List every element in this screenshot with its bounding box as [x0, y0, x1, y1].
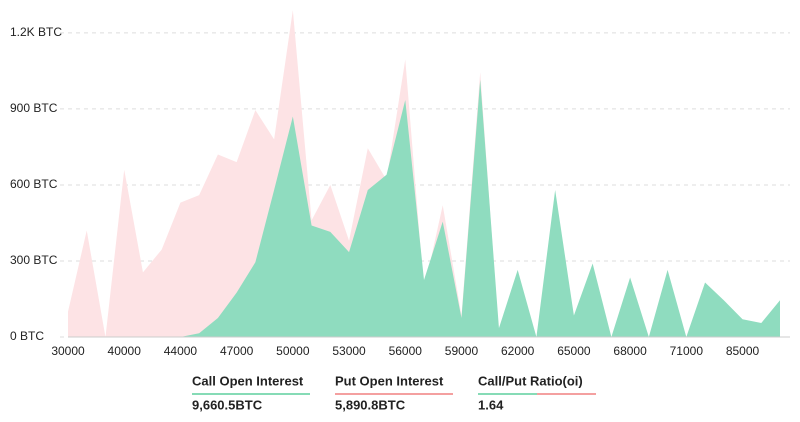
x-tick-label: 53000 [332, 344, 366, 358]
x-tick-label: 71000 [670, 344, 704, 358]
x-tick-label: 56000 [389, 344, 423, 358]
legend-value: 9,660.5BTC [192, 397, 263, 412]
x-tick-label: 30000 [51, 344, 85, 358]
y-tick-label: 900 BTC [10, 101, 58, 115]
y-tick-label: 0 BTC [10, 329, 44, 343]
legend-value: 5,890.8BTC [335, 397, 406, 412]
legend-label: Put Open Interest [335, 373, 444, 388]
x-tick-label: 50000 [276, 344, 310, 358]
y-tick-label: 600 BTC [10, 177, 58, 191]
x-tick-label: 85000 [726, 344, 760, 358]
area [68, 79, 780, 337]
x-tick-label: 62000 [501, 344, 535, 358]
x-tick-label: 59000 [445, 344, 479, 358]
legend-label: Call Open Interest [192, 373, 304, 388]
x-tick-label: 65000 [557, 344, 591, 358]
legend-label: Call/Put Ratio(oi) [478, 373, 583, 388]
x-tick-label: 68000 [613, 344, 647, 358]
x-tick-label: 47000 [220, 344, 254, 358]
x-tick-label: 44000 [164, 344, 198, 358]
y-tick-label: 1.2K BTC [10, 25, 62, 39]
y-tick-label: 300 BTC [10, 253, 58, 267]
legend-value: 1.64 [478, 397, 504, 412]
area [68, 10, 780, 338]
x-tick-label: 40000 [108, 344, 142, 358]
